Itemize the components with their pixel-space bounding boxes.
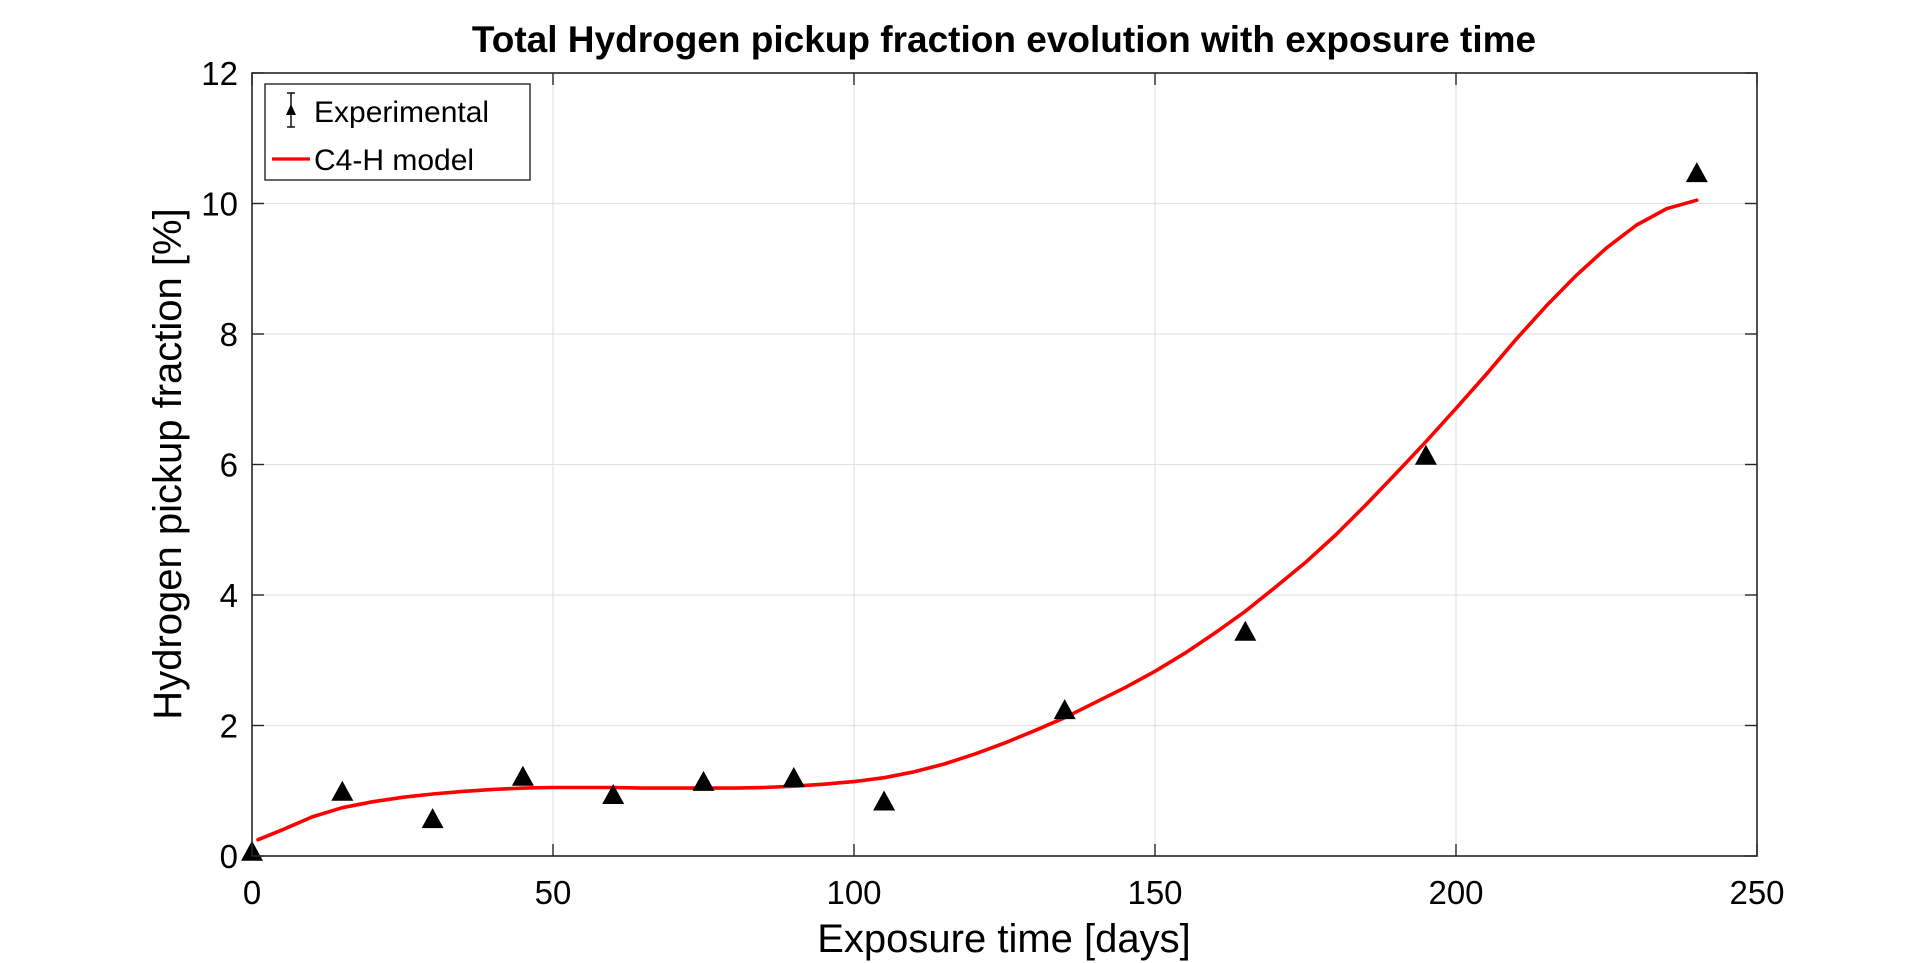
legend-entry-experimental: Experimental	[286, 92, 489, 129]
y-tick-label: 2	[220, 708, 238, 745]
experimental-point	[331, 780, 354, 801]
y-tick-label: 4	[220, 577, 238, 614]
legend: Experimental C4-H model	[264, 83, 531, 181]
y-tick-label: 12	[201, 55, 238, 92]
axes-box	[251, 72, 1758, 857]
x-tick-label: 50	[535, 874, 572, 911]
legend-box	[264, 83, 531, 181]
experimental-point	[1414, 444, 1437, 465]
experimental-point	[1234, 620, 1257, 641]
x-tick-label: 250	[1729, 874, 1784, 911]
x-tick-label: 200	[1428, 874, 1483, 911]
grid	[252, 73, 1757, 856]
y-axis-label: Hydrogen pickup fraction [%]	[146, 208, 190, 719]
tick-labels: 0 50 100 150 200 250 0 2 4 6 8 10 12	[201, 55, 1784, 911]
x-axis-label: Exposure time [days]	[817, 917, 1191, 961]
y-tick-label: 8	[220, 316, 238, 353]
legend-label-experimental: Experimental	[314, 96, 489, 129]
model-line	[256, 198, 1699, 842]
experimental-point	[1685, 162, 1708, 183]
experimental-point	[1053, 699, 1076, 720]
experimental-point	[421, 808, 444, 829]
y-tick-label: 0	[220, 838, 238, 875]
x-tick-label: 150	[1127, 874, 1182, 911]
experimental-point	[692, 770, 715, 791]
legend-label-model: C4-H model	[314, 144, 474, 177]
experimental-point	[602, 784, 625, 804]
series-layer	[241, 162, 1708, 861]
legend-triangle-icon	[286, 104, 296, 115]
x-tick-label: 100	[826, 874, 881, 911]
x-tick-label: 0	[243, 874, 261, 911]
experimental-point	[511, 765, 534, 786]
experimental-point	[782, 767, 805, 787]
y-tick-label: 6	[220, 447, 238, 484]
experimental-point	[873, 790, 896, 811]
y-tick-label: 10	[201, 186, 238, 223]
chart-title: Total Hydrogen pickup fraction evolution…	[472, 19, 1536, 60]
legend-entry-model: C4-H model	[272, 144, 474, 177]
